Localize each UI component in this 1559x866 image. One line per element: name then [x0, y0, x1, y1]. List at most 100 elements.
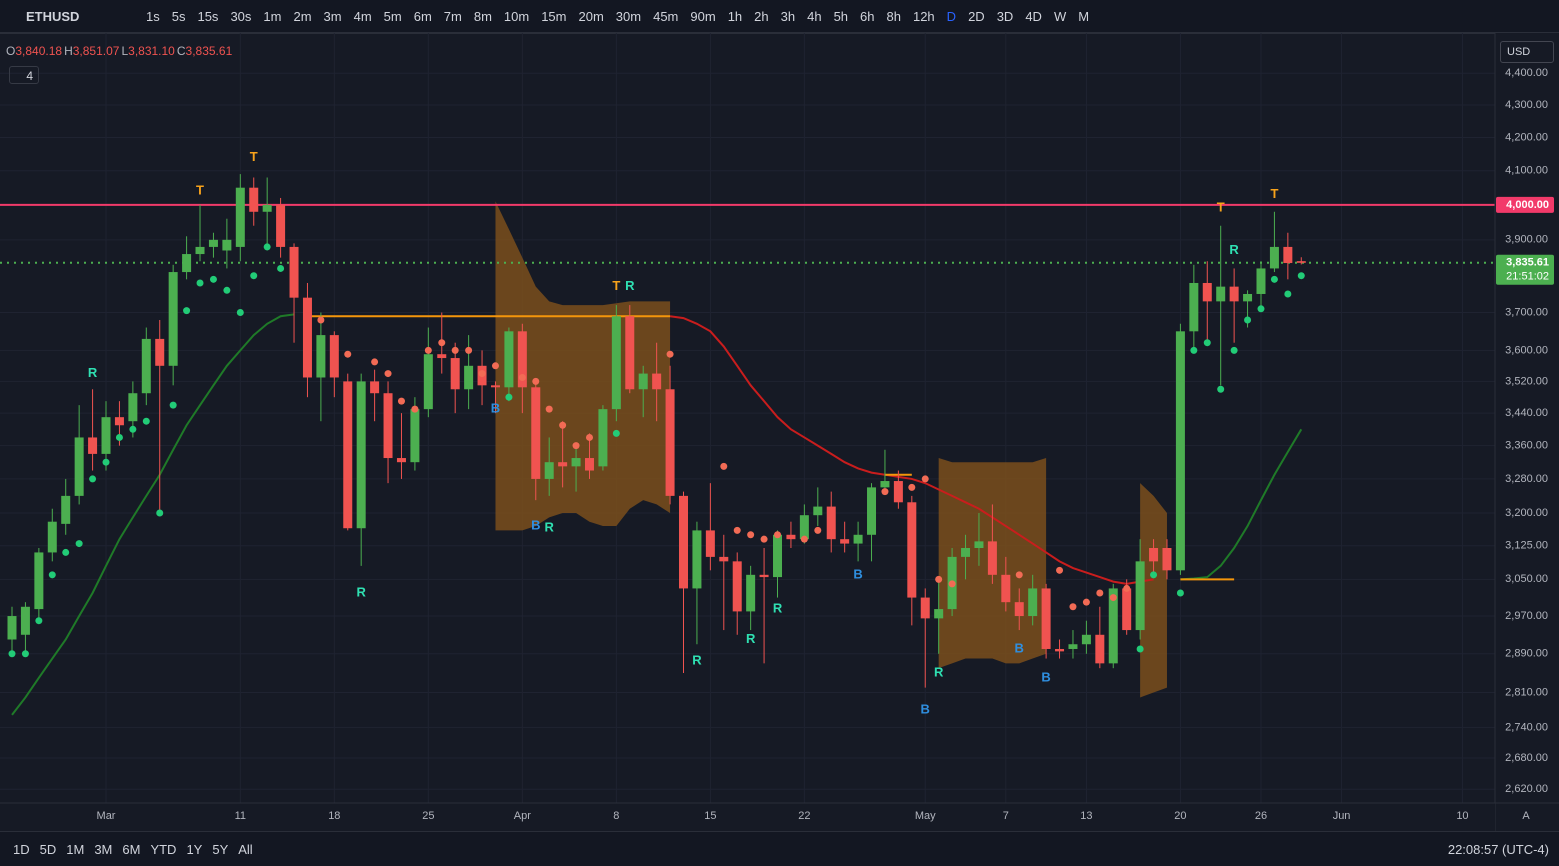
interval-button[interactable]: 6h: [860, 8, 875, 24]
candle-body: [1162, 548, 1172, 571]
x-tick-label: 8: [613, 810, 619, 822]
candle-body: [437, 354, 447, 359]
trail-dot: [505, 393, 513, 401]
interval-button[interactable]: 45m: [653, 8, 679, 24]
candle-body: [773, 534, 783, 578]
price-tag-countdown: 21:51:02: [1506, 271, 1549, 283]
range-button[interactable]: 6M: [122, 841, 141, 857]
interval-button[interactable]: 8m: [473, 8, 492, 24]
y-tick-label: 3,280.00: [1505, 473, 1548, 485]
symbol-search[interactable]: ETHUSD: [26, 8, 80, 24]
y-tick-label: 3,200.00: [1505, 507, 1548, 519]
range-button[interactable]: 3M: [94, 841, 113, 857]
interval-button[interactable]: 30s: [230, 8, 252, 24]
candle-body: [1041, 588, 1051, 649]
signal-label: B: [1041, 669, 1050, 684]
interval-button[interactable]: 7m: [443, 8, 462, 24]
interval-button[interactable]: 10m: [503, 8, 530, 24]
trail-dot: [250, 272, 258, 280]
interval-button[interactable]: M: [1078, 8, 1090, 24]
signal-label: T: [1217, 200, 1225, 215]
interval-button[interactable]: 1m: [263, 8, 282, 24]
candle-body: [598, 409, 608, 467]
interval-button[interactable]: 3m: [323, 8, 342, 24]
trail-dot: [1056, 566, 1064, 574]
y-tick-label: 3,050.00: [1505, 573, 1548, 585]
interval-button[interactable]: D: [946, 8, 957, 24]
interval-button[interactable]: 1s: [146, 8, 160, 24]
trail-dot: [572, 442, 580, 450]
trail-dot: [948, 580, 956, 588]
signal-label: T: [250, 149, 258, 164]
interval-button[interactable]: 2h: [754, 8, 769, 24]
trail-dot: [559, 421, 567, 429]
candle-body: [826, 506, 836, 540]
candle-body: [1229, 286, 1239, 302]
candle-body: [1055, 648, 1065, 652]
interval-button[interactable]: 6m: [413, 8, 432, 24]
y-tick-label: 2,890.00: [1505, 648, 1548, 660]
signal-label: B: [1015, 640, 1024, 655]
trail-dot: [451, 346, 459, 354]
trail-dot: [478, 370, 486, 378]
interval-button[interactable]: 3D: [996, 8, 1014, 24]
candle-body: [1269, 246, 1279, 269]
interval-button[interactable]: W: [1053, 8, 1067, 24]
candle-body: [1283, 246, 1293, 264]
range-button[interactable]: 5D: [39, 841, 57, 857]
interval-button[interactable]: 5h: [833, 8, 849, 24]
range-button[interactable]: 1D: [13, 841, 30, 857]
candle-body: [625, 316, 635, 390]
interval-button[interactable]: 2m: [293, 8, 312, 24]
candle-body: [1081, 634, 1091, 645]
interval-button[interactable]: 1h: [727, 8, 743, 24]
interval-button[interactable]: 15s: [197, 8, 219, 24]
interval-button[interactable]: 4D: [1025, 8, 1042, 24]
y-tick-label: 2,970.00: [1505, 610, 1548, 622]
interval-button[interactable]: 5s: [171, 8, 186, 24]
interval-button[interactable]: 4m: [353, 8, 372, 24]
indicators-toggle[interactable]: 4: [9, 66, 39, 84]
range-button[interactable]: 5Y: [212, 841, 229, 857]
interval-button[interactable]: 12h: [912, 8, 935, 24]
line-series: [669, 315, 1154, 585]
trail-dot: [612, 429, 620, 437]
y-tick-label: 3,600.00: [1505, 344, 1548, 356]
range-button[interactable]: YTD: [150, 841, 177, 857]
candle-body: [692, 530, 702, 589]
interval-button[interactable]: 2D: [968, 8, 985, 24]
interval-button[interactable]: 15m: [541, 8, 567, 24]
candle-body: [1122, 588, 1132, 631]
interval-button[interactable]: 5m: [383, 8, 402, 24]
range-button[interactable]: All: [238, 841, 253, 857]
trail-dot: [1069, 603, 1077, 611]
interval-button[interactable]: 30m: [615, 8, 642, 24]
trail-dot: [411, 405, 419, 413]
trail-dot: [1109, 594, 1117, 602]
candle-body: [249, 187, 259, 212]
interval-button[interactable]: 8h: [886, 8, 901, 24]
range-button[interactable]: 1Y: [186, 841, 203, 857]
interval-button[interactable]: 20m: [578, 8, 604, 24]
candle-body: [182, 254, 192, 273]
candle-body: [1243, 293, 1253, 302]
signal-label: T: [196, 183, 204, 198]
range-list: 1D 5D 1M 3M 6M YTD 1Y 5Y All: [8, 842, 258, 857]
trail-dot: [720, 462, 728, 470]
candle-body: [464, 365, 474, 390]
x-tick-label: 25: [422, 810, 434, 822]
candle-body: [155, 338, 165, 366]
range-button[interactable]: 1M: [66, 841, 85, 857]
candle-body: [934, 609, 944, 619]
candle-body: [531, 387, 541, 479]
candle-body: [222, 239, 232, 251]
interval-button[interactable]: 3h: [780, 8, 796, 24]
currency-select[interactable]: USD: [1500, 41, 1554, 63]
trail-dot: [156, 509, 164, 517]
interval-button[interactable]: 90m: [690, 8, 716, 24]
interval-button[interactable]: 4h: [807, 8, 822, 24]
x-tick-label: 22: [798, 810, 810, 822]
x-tick-label: 15: [704, 810, 716, 822]
candle-body: [88, 437, 98, 454]
